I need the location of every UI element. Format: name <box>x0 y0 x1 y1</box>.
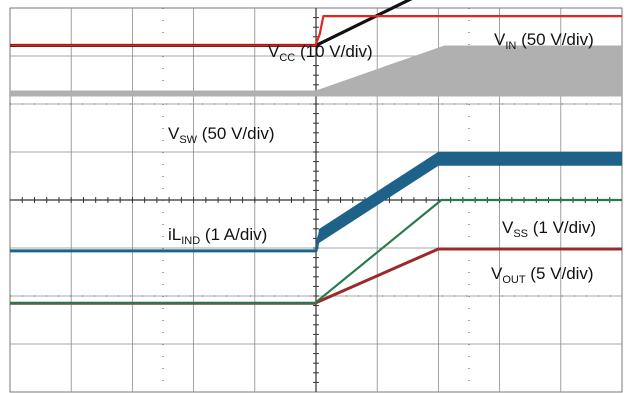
trace-label-ilind: iLIND (1 A/div) <box>168 225 267 247</box>
svg-text:VSS (1 V/div): VSS (1 V/div) <box>502 218 596 240</box>
svg-text:VSW (50 V/div): VSW (50 V/div) <box>168 124 275 146</box>
svg-text:iLIND (1 A/div): iLIND (1 A/div) <box>168 225 267 247</box>
svg-text:VOUT (5 V/div): VOUT (5 V/div) <box>491 264 594 286</box>
trace-label-vss: VSS (1 V/div) <box>502 218 596 240</box>
trace-label-vcc: VCC (10 V/div) <box>268 42 373 64</box>
trace-label-vin: VIN (50 V/div) <box>494 30 594 52</box>
trace-vcc <box>10 15 622 47</box>
trace-vss <box>10 198 622 305</box>
trace-label-vsw: VSW (50 V/div) <box>168 124 275 146</box>
svg-text:VIN (50 V/div): VIN (50 V/div) <box>494 30 594 52</box>
trace-vsw <box>10 45 622 97</box>
scope-traces <box>10 0 622 305</box>
trace-ilind-ripple <box>316 151 622 251</box>
svg-text:VCC (10 V/div): VCC (10 V/div) <box>268 42 373 64</box>
trace-label-vout: VOUT (5 V/div) <box>491 264 594 286</box>
